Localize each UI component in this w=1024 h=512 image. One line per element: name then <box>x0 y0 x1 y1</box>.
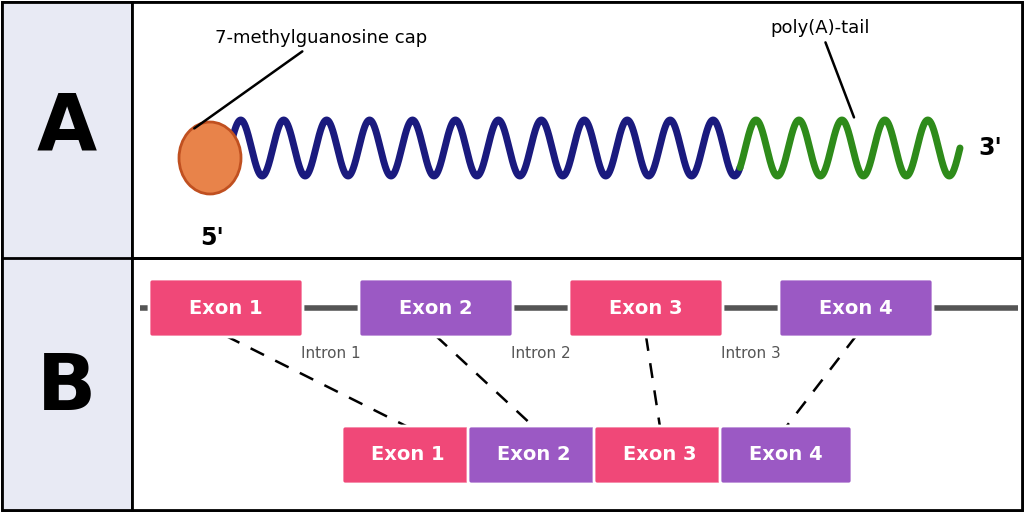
Bar <box>2 2 132 510</box>
Text: 5': 5' <box>200 226 224 250</box>
Text: Exon 2: Exon 2 <box>498 445 570 464</box>
Text: Exon 3: Exon 3 <box>609 298 683 317</box>
Text: Exon 2: Exon 2 <box>399 298 473 317</box>
FancyBboxPatch shape <box>359 279 513 337</box>
Text: Intron 3: Intron 3 <box>721 346 781 361</box>
Text: 3': 3' <box>978 136 1001 160</box>
FancyBboxPatch shape <box>779 279 933 337</box>
FancyBboxPatch shape <box>342 426 474 484</box>
Text: Exon 1: Exon 1 <box>189 298 263 317</box>
FancyBboxPatch shape <box>594 426 726 484</box>
FancyBboxPatch shape <box>468 426 600 484</box>
Text: 7-methylguanosine cap: 7-methylguanosine cap <box>195 29 427 129</box>
Ellipse shape <box>179 122 241 194</box>
Text: B: B <box>37 350 96 426</box>
Text: A: A <box>37 90 97 166</box>
FancyBboxPatch shape <box>150 279 303 337</box>
Text: Exon 1: Exon 1 <box>371 445 444 464</box>
Bar <box>132 258 1022 510</box>
Bar <box>132 2 1022 258</box>
Text: Exon 4: Exon 4 <box>750 445 823 464</box>
Text: Exon 4: Exon 4 <box>819 298 893 317</box>
FancyBboxPatch shape <box>569 279 723 337</box>
Text: poly(A)-tail: poly(A)-tail <box>770 19 869 117</box>
Text: Intron 1: Intron 1 <box>301 346 360 361</box>
FancyBboxPatch shape <box>720 426 852 484</box>
Text: Exon 3: Exon 3 <box>624 445 696 464</box>
Text: Intron 2: Intron 2 <box>511 346 570 361</box>
